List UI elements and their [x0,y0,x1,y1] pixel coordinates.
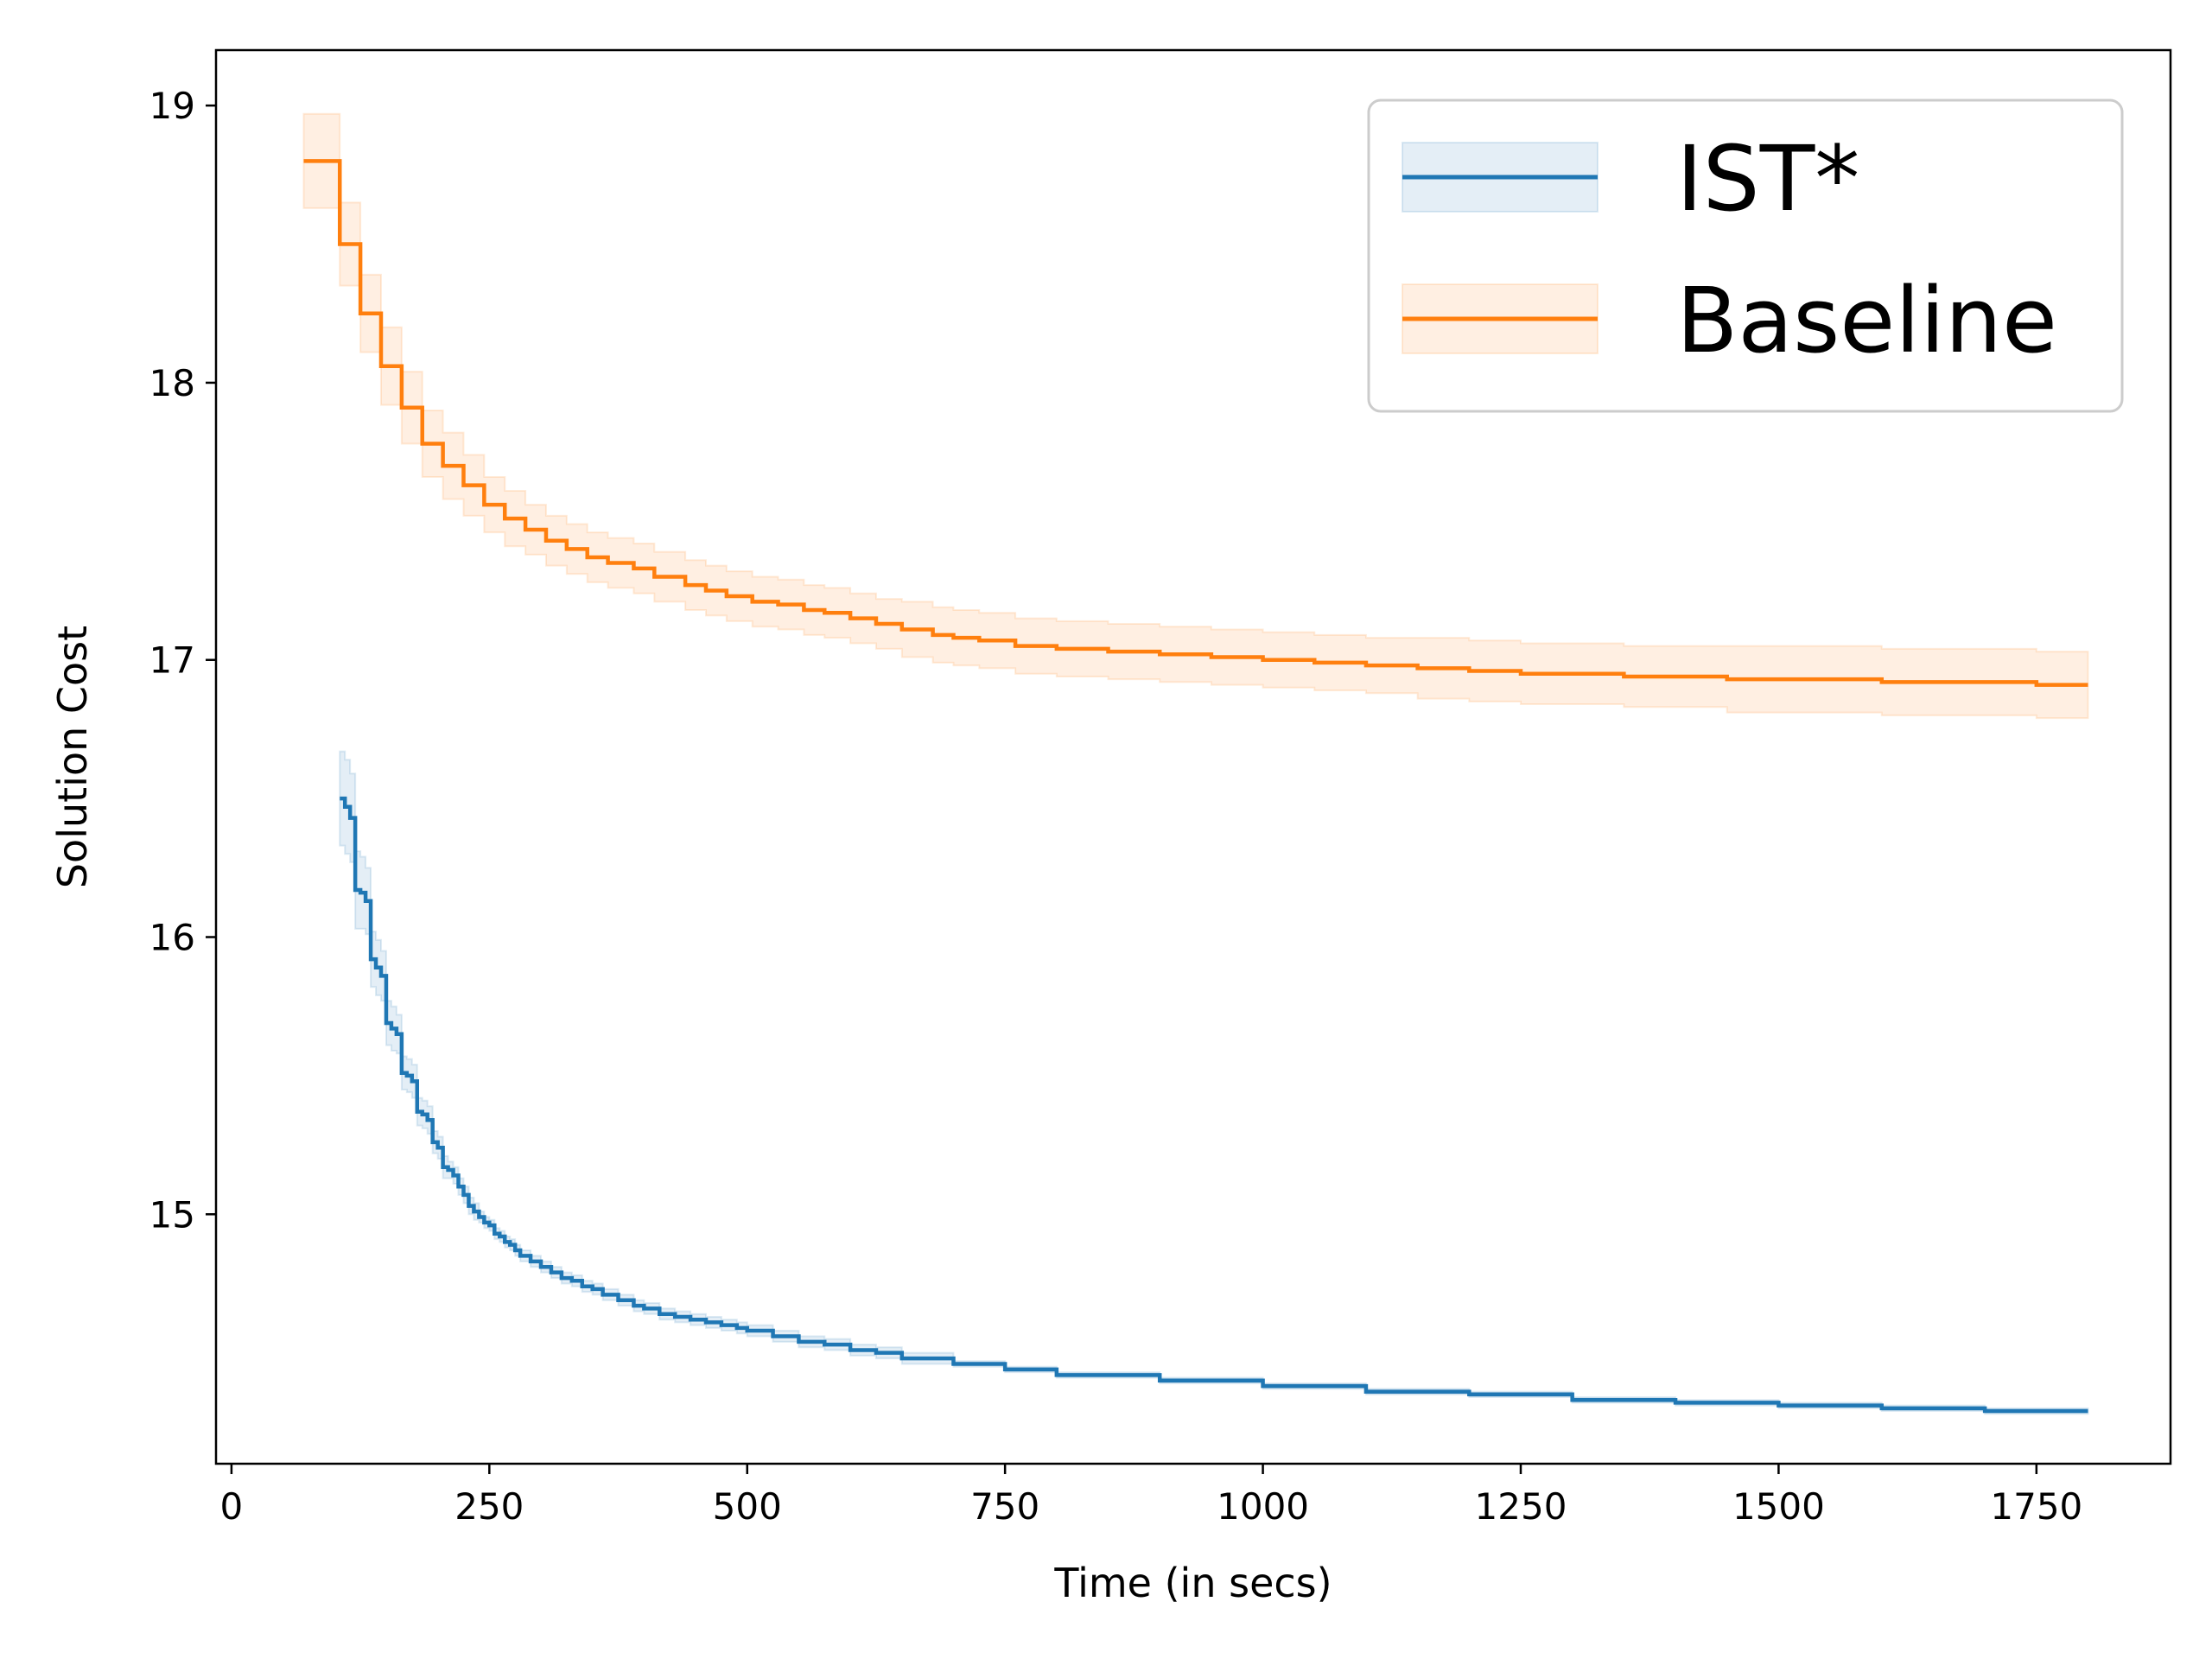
x-tick-label: 250 [454,1485,524,1528]
plot-frame [214,48,2172,1465]
x-tick-label: 1750 [1990,1485,2082,1528]
baseline-confidence-band [302,112,2089,720]
y-tick-label: 16 [149,917,195,959]
y-tick-label: 17 [149,639,195,682]
ist-legend-label: IST* [1676,126,1859,232]
y-tick-label: 15 [149,1193,195,1236]
y-axis-title: Solution Cost [49,626,96,888]
x-axis-ticks: 0 250 500 750 1000 1250 1500 1750 [220,1464,2082,1528]
x-tick-label: 1250 [1475,1485,1567,1528]
y-tick-label: 19 [149,85,195,127]
x-tick-label: 500 [713,1485,782,1528]
x-tick-label: 750 [970,1485,1039,1528]
x-axis-title: Time (in secs) [1053,1560,1332,1606]
y-tick-label: 18 [149,362,195,404]
baseline-line [303,159,2088,687]
baseline-legend-label: Baseline [1676,268,2057,373]
series-lines [303,159,2088,1414]
legend: IST* Baseline [1367,99,2124,413]
ist-line [340,796,2088,1414]
y-axis-ticks: 15 16 17 18 19 [149,85,216,1236]
x-tick-label: 1000 [1217,1485,1309,1528]
x-tick-label: 0 [220,1485,244,1528]
x-tick-label: 1500 [1732,1485,1825,1528]
